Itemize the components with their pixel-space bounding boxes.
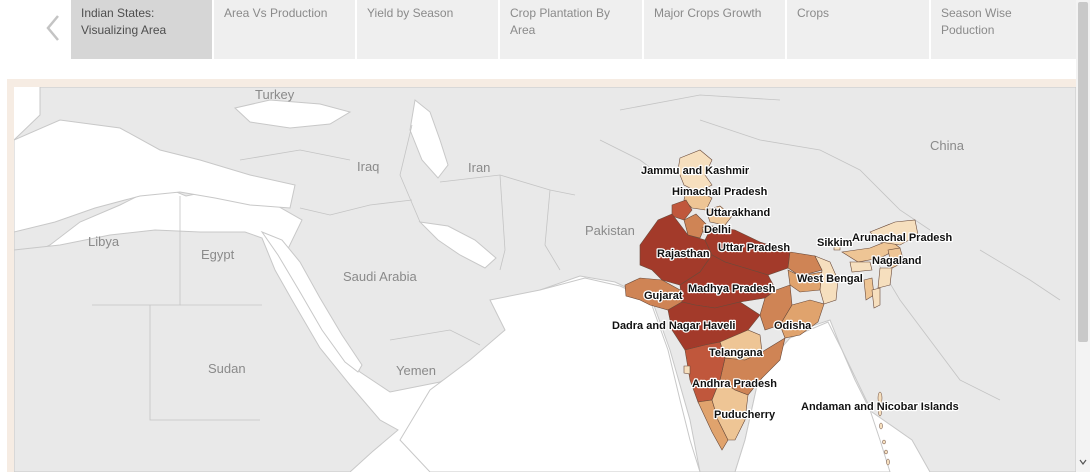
label-uttar-pradesh: Uttar Pradesh	[718, 242, 790, 254]
andaman-nicobar-islands[interactable]	[877, 391, 890, 466]
tab-crops[interactable]: Crops	[787, 0, 929, 59]
tab-yield-by-season[interactable]: Yield by Season	[357, 0, 498, 59]
state-jammu-kashmir[interactable]	[677, 149, 713, 193]
label-iraq: Iraq	[357, 159, 379, 174]
land-africa	[14, 229, 399, 472]
state-meghalaya[interactable]	[849, 261, 873, 273]
scroll-down-arrow-icon[interactable]	[1079, 458, 1087, 466]
tab-indian-states-visualizing-area[interactable]: Indian States: Visualizing Area	[71, 0, 212, 59]
label-andhra-pradesh: Andhra Pradesh	[692, 378, 777, 390]
state-tamil-nadu[interactable]	[711, 379, 749, 441]
label-telangana: Telangana	[709, 347, 763, 359]
label-west-bengal: West Bengal	[797, 273, 863, 285]
label-odisha: Odisha	[774, 320, 812, 332]
label-yemen: Yemen	[396, 363, 436, 378]
chevron-left-icon[interactable]	[40, 10, 68, 46]
label-gujarat: Gujarat	[644, 290, 683, 302]
state-labels: Jammu and Kashmir Himachal Pradesh Uttar…	[611, 164, 960, 423]
label-china: China	[930, 138, 965, 153]
label-andaman-nicobar: Andaman and Nicobar Islands	[801, 401, 959, 413]
map-frame: Turkey Iraq Iran China Pakistan Libya Eg…	[7, 79, 1076, 472]
seas	[14, 99, 891, 472]
red-sea	[260, 230, 363, 373]
state-west-bengal[interactable]	[814, 255, 839, 305]
india-states-map[interactable]: Turkey Iraq Iran China Pakistan Libya Eg…	[14, 87, 1076, 472]
country-labels: Turkey Iraq Iran China Pakistan Libya Eg…	[88, 87, 965, 378]
state-maharashtra[interactable]	[667, 301, 761, 351]
tab-area-vs-production[interactable]: Area Vs Production	[214, 0, 355, 59]
label-delhi: Delhi	[704, 224, 731, 236]
label-jammu-kashmir: Jammu and Kashmir	[641, 165, 750, 177]
state-arunachal-pradesh[interactable]	[869, 219, 919, 246]
label-rajasthan: Rajasthan	[657, 248, 710, 260]
label-sikkim: Sikkim	[817, 237, 853, 249]
tab-crop-plantation-by-area[interactable]: Crop Plantation By Area	[500, 0, 642, 59]
state-nagaland[interactable]	[887, 247, 905, 269]
story-tab-bar: Indian States: Visualizing Area Area Vs …	[0, 0, 1076, 60]
label-saudi-arabia: Saudi Arabia	[343, 269, 417, 284]
label-himachal-pradesh: Himachal Pradesh	[672, 186, 768, 198]
label-nagaland: Nagaland	[872, 255, 922, 267]
label-pakistan: Pakistan	[585, 223, 635, 238]
scrollbar-thumb[interactable]	[1078, 2, 1088, 342]
label-uttarakhand: Uttarakhand	[706, 207, 770, 219]
tab-season-wise-poduction[interactable]: Season Wise Poduction	[931, 0, 1076, 59]
india-states	[624, 149, 919, 451]
label-libya: Libya	[88, 234, 120, 249]
state-goa[interactable]	[683, 365, 691, 375]
arabian-sea	[399, 277, 701, 472]
state-uttarakhand[interactable]	[705, 205, 733, 226]
caspian-sea	[409, 99, 449, 179]
label-sudan: Sudan	[208, 361, 246, 376]
state-mizoram[interactable]	[871, 287, 881, 309]
label-iran: Iran	[468, 160, 490, 175]
state-sikkim[interactable]	[833, 242, 841, 251]
label-turkey: Turkey	[255, 87, 295, 102]
tab-major-crops-growth[interactable]: Major Crops Growth	[644, 0, 785, 59]
label-madhya-pradesh: Madhya Pradesh	[688, 283, 776, 295]
label-egypt: Egypt	[201, 247, 235, 262]
persian-gulf	[418, 221, 497, 269]
mediterranean-sea	[14, 119, 296, 233]
black-sea	[233, 99, 352, 129]
label-arunachal-pradesh: Arunachal Pradesh	[852, 232, 953, 244]
state-bihar[interactable]	[787, 251, 823, 277]
state-odisha[interactable]	[779, 299, 825, 339]
label-dadra-nagar-haveli: Dadra and Nagar Haveli	[612, 320, 736, 332]
state-manipur[interactable]	[877, 267, 893, 289]
label-puducherry: Puducherry	[714, 409, 776, 421]
